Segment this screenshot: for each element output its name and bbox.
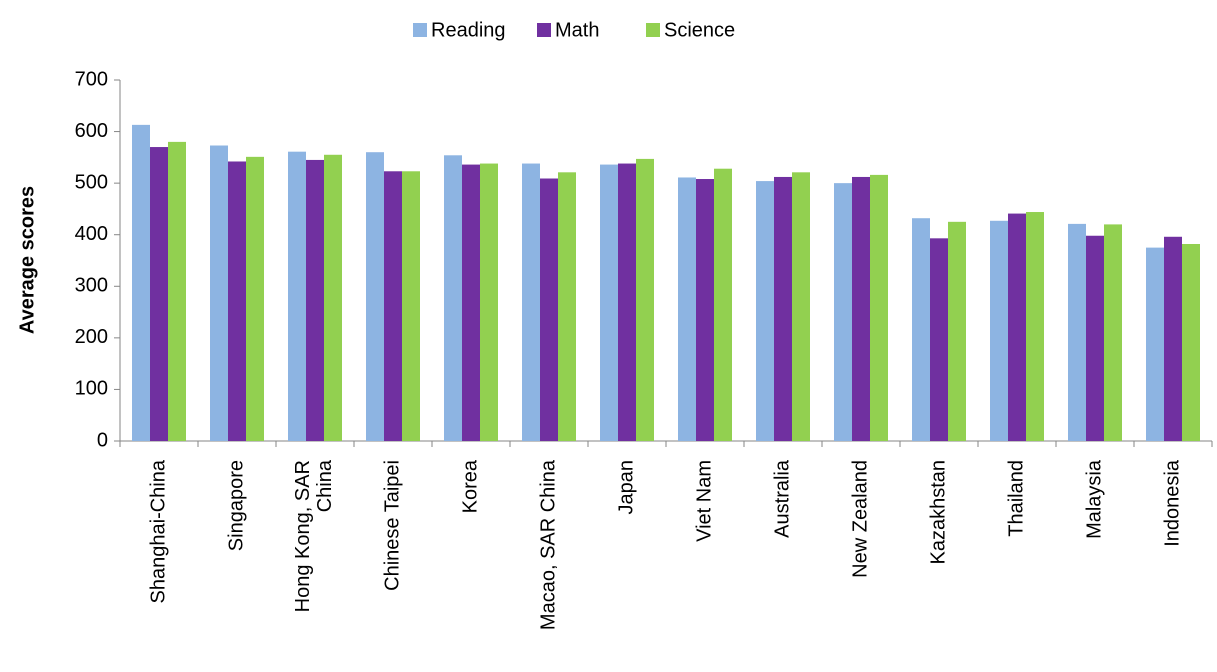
bar bbox=[324, 154, 342, 441]
x-tick-label: Indonesia bbox=[1161, 459, 1183, 547]
bar bbox=[1086, 235, 1104, 441]
bar bbox=[228, 161, 246, 442]
y-tick-label: 500 bbox=[75, 171, 108, 193]
y-tick-label: 300 bbox=[75, 275, 108, 297]
bar bbox=[930, 238, 948, 441]
x-tick-label: Viet Nam bbox=[693, 460, 715, 542]
bar bbox=[636, 158, 654, 441]
bar bbox=[1146, 247, 1164, 441]
bar bbox=[870, 174, 888, 442]
y-axis-title: Average scores bbox=[16, 186, 38, 334]
bar bbox=[912, 218, 930, 441]
bar bbox=[558, 172, 576, 441]
bar bbox=[210, 145, 228, 441]
x-tick-label: Hong Kong, SAR China bbox=[292, 459, 336, 612]
bar bbox=[444, 155, 462, 441]
bar bbox=[1182, 243, 1200, 441]
bar bbox=[678, 177, 696, 441]
bar bbox=[306, 159, 324, 441]
bar bbox=[990, 220, 1008, 441]
bar bbox=[132, 124, 150, 442]
bar bbox=[402, 171, 420, 441]
bar bbox=[1026, 212, 1044, 441]
bar bbox=[288, 151, 306, 442]
bar bbox=[696, 179, 714, 441]
x-tick-label: Korea bbox=[459, 459, 481, 513]
x-tick-label: Australia bbox=[771, 459, 793, 538]
bar bbox=[1104, 224, 1122, 441]
legend-swatch bbox=[413, 23, 427, 37]
bar bbox=[852, 176, 870, 441]
bar bbox=[792, 172, 810, 441]
bar bbox=[714, 168, 732, 441]
x-tick-label: Shanghai-China bbox=[147, 459, 169, 603]
bar bbox=[150, 147, 168, 442]
bar bbox=[522, 163, 540, 441]
x-tick-label: Japan bbox=[615, 460, 637, 515]
legend-label: Science bbox=[664, 19, 735, 41]
bar bbox=[480, 163, 498, 441]
y-tick-label: 400 bbox=[75, 223, 108, 245]
y-tick-label: 100 bbox=[75, 378, 108, 400]
legend-label: Math bbox=[555, 19, 599, 41]
bar bbox=[540, 178, 558, 441]
legend-swatch bbox=[646, 23, 660, 37]
bar bbox=[168, 141, 186, 441]
bar bbox=[366, 152, 384, 441]
y-tick-label: 600 bbox=[75, 120, 108, 142]
y-tick-label: 200 bbox=[75, 326, 108, 348]
bar bbox=[462, 164, 480, 441]
x-tick-label: New Zealand bbox=[849, 460, 871, 578]
bar bbox=[600, 164, 618, 441]
x-tick-label: Thailand bbox=[1005, 460, 1027, 537]
y-tick-label: 700 bbox=[75, 68, 108, 90]
bar bbox=[756, 181, 774, 441]
bar bbox=[246, 156, 264, 441]
x-tick-label: Kazakhstan bbox=[927, 460, 949, 565]
x-tick-label: Chinese Taipei bbox=[381, 460, 403, 591]
x-tick-label: Singapore bbox=[225, 460, 247, 551]
bar bbox=[948, 221, 966, 441]
legend-swatch bbox=[537, 23, 551, 37]
bar bbox=[834, 183, 852, 441]
bar bbox=[774, 176, 792, 441]
x-tick-label: Macao, SAR China bbox=[537, 459, 559, 630]
bar bbox=[1008, 213, 1026, 441]
bar bbox=[384, 171, 402, 441]
y-tick-label: 0 bbox=[97, 429, 108, 451]
legend-label: Reading bbox=[431, 19, 506, 41]
bar bbox=[1164, 236, 1182, 441]
bar bbox=[618, 163, 636, 441]
x-tick-label: Malaysia bbox=[1083, 459, 1105, 539]
bar bbox=[1068, 223, 1086, 441]
